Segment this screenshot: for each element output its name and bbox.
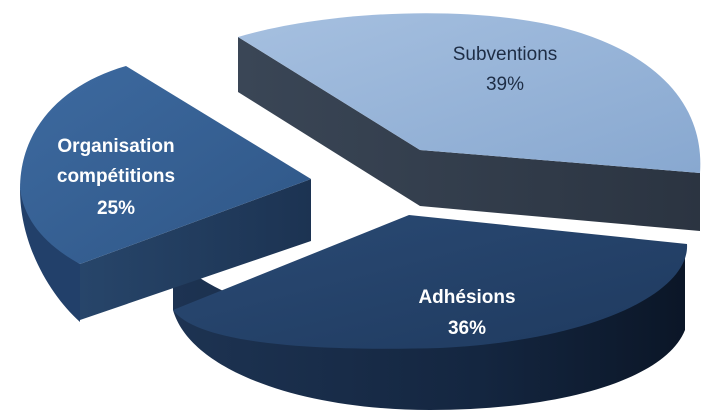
slice-organisation-top	[20, 66, 311, 264]
slice-subventions-side	[238, 37, 700, 231]
label-organisation-line2: compétitions	[57, 166, 175, 187]
label-organisation-percent: 25%	[97, 198, 135, 219]
label-organisation-line1: Organisation	[57, 136, 174, 157]
label-adhesions-percent: 36%	[448, 318, 486, 339]
slice-subventions-top	[238, 13, 701, 173]
slice-adhesions	[173, 215, 688, 410]
label-subventions-percent: 39%	[486, 74, 524, 95]
slice-adhesions-top	[173, 215, 688, 349]
label-adhesions-name: Adhésions	[418, 287, 515, 308]
slice-organisation-side	[20, 179, 311, 320]
label-subventions-name: Subventions	[453, 44, 558, 65]
slice-subventions	[238, 13, 701, 231]
slice-organisation	[20, 66, 311, 322]
slice-labels: Subventions 39% Adhésions 36% Organisati…	[57, 44, 557, 339]
